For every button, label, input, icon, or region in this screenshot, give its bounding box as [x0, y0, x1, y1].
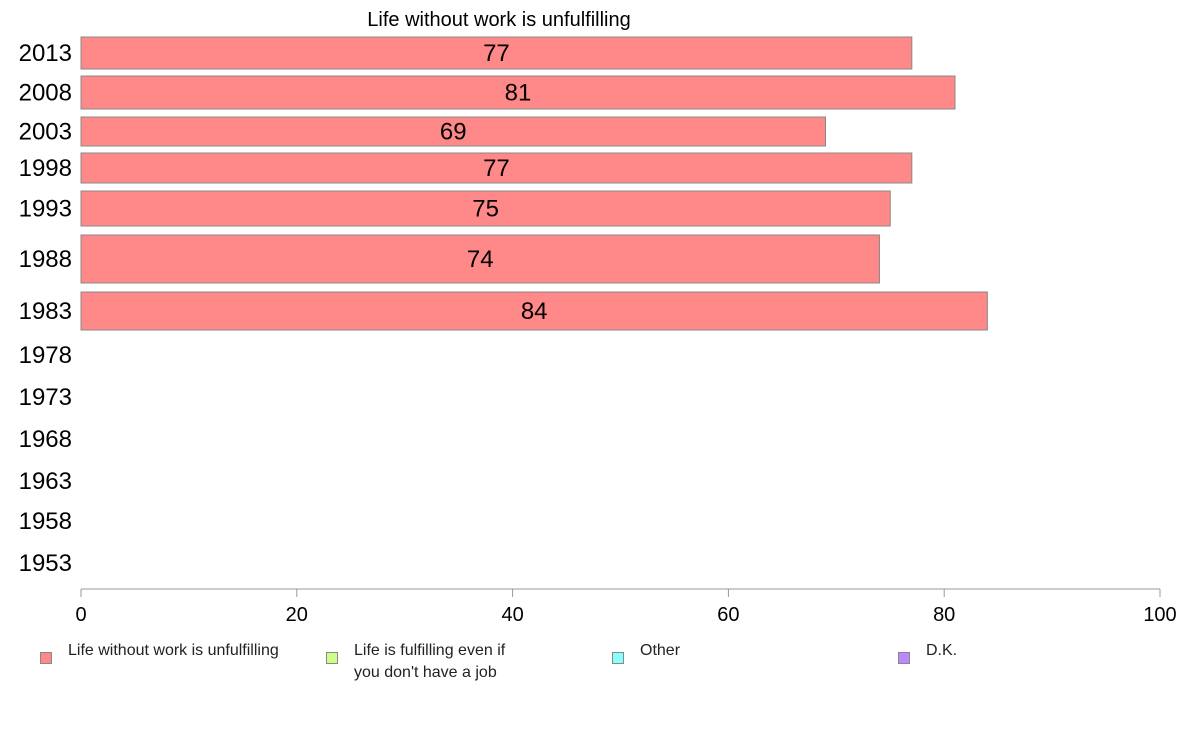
chart-title: Life without work is unfulfilling — [367, 9, 630, 31]
y-axis-labels: 2013 2008 2003 1998 1993 1988 1983 1978 1973 1968… — [19, 40, 72, 577]
legend-label-unfulfilling: Life without work is unfulfilling — [68, 642, 279, 659]
bar-value-label: 75 — [472, 196, 499, 223]
bar-value-label: 69 — [440, 119, 467, 146]
x-axis: 0 20 40 60 80 100 — [75, 588, 1177, 626]
y-tick-label: 1988 — [19, 246, 72, 273]
y-tick-label: 1953 — [19, 550, 72, 577]
x-tick-label: 100 — [1143, 604, 1176, 626]
x-tick-label: 80 — [933, 604, 955, 626]
bars-group: 77 81 69 77 75 74 84 — [80, 36, 988, 331]
y-tick-label: 1998 — [19, 155, 72, 182]
bar — [80, 190, 891, 227]
bar — [80, 152, 913, 184]
bar — [80, 291, 988, 331]
y-tick-label: 2013 — [19, 40, 72, 67]
y-tick-label: 1963 — [19, 468, 72, 495]
y-tick-label: 2003 — [19, 119, 72, 146]
bar — [80, 234, 880, 284]
x-tick-label: 40 — [501, 604, 523, 626]
legend-item-fulfilling: Life is fulfilling even if you don't hav… — [326, 640, 505, 684]
y-tick-label: 1968 — [19, 426, 72, 453]
bar-value-label: 74 — [467, 246, 494, 273]
x-tick-label: 60 — [717, 604, 739, 626]
legend: Life without work is unfulfilling Life i… — [0, 640, 1188, 690]
y-tick-label: 2008 — [19, 80, 72, 107]
legend-label-dk: D.K. — [926, 642, 958, 659]
bar-value-label: 77 — [483, 155, 510, 182]
x-tick-label: 20 — [286, 604, 308, 626]
y-tick-label: 1993 — [19, 196, 72, 223]
y-tick-label: 1978 — [19, 342, 72, 369]
y-tick-label: 1973 — [19, 384, 72, 411]
legend-swatch-fulfilling — [326, 652, 338, 664]
bar-chart: Life without work is unfulfilling 77 81 69… — [19, 9, 1177, 626]
legend-label-other: Other — [640, 642, 681, 659]
bar-value-label: 81 — [505, 80, 532, 107]
bar — [80, 116, 827, 147]
legend-item-unfulfilling: Life without work is unfulfilling — [40, 640, 279, 664]
bar-value-label: 84 — [521, 298, 548, 325]
y-tick-label: 1958 — [19, 508, 72, 535]
legend-swatch-other — [612, 652, 624, 664]
legend-swatch-unfulfilling — [40, 652, 52, 664]
y-tick-label: 1983 — [19, 298, 72, 325]
legend-swatch-dk — [898, 652, 910, 664]
bar — [80, 75, 956, 110]
legend-item-other: Other — [612, 640, 680, 664]
bar — [80, 36, 913, 70]
bar-value-label: 77 — [483, 40, 510, 67]
legend-label-fulfilling: Life is fulfilling even if you don't hav… — [354, 642, 506, 681]
x-tick-label: 0 — [75, 604, 86, 626]
legend-item-dk: D.K. — [898, 640, 957, 664]
